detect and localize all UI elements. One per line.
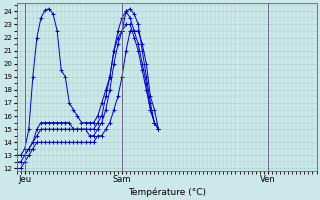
X-axis label: Température (°C): Température (°C) — [128, 187, 205, 197]
